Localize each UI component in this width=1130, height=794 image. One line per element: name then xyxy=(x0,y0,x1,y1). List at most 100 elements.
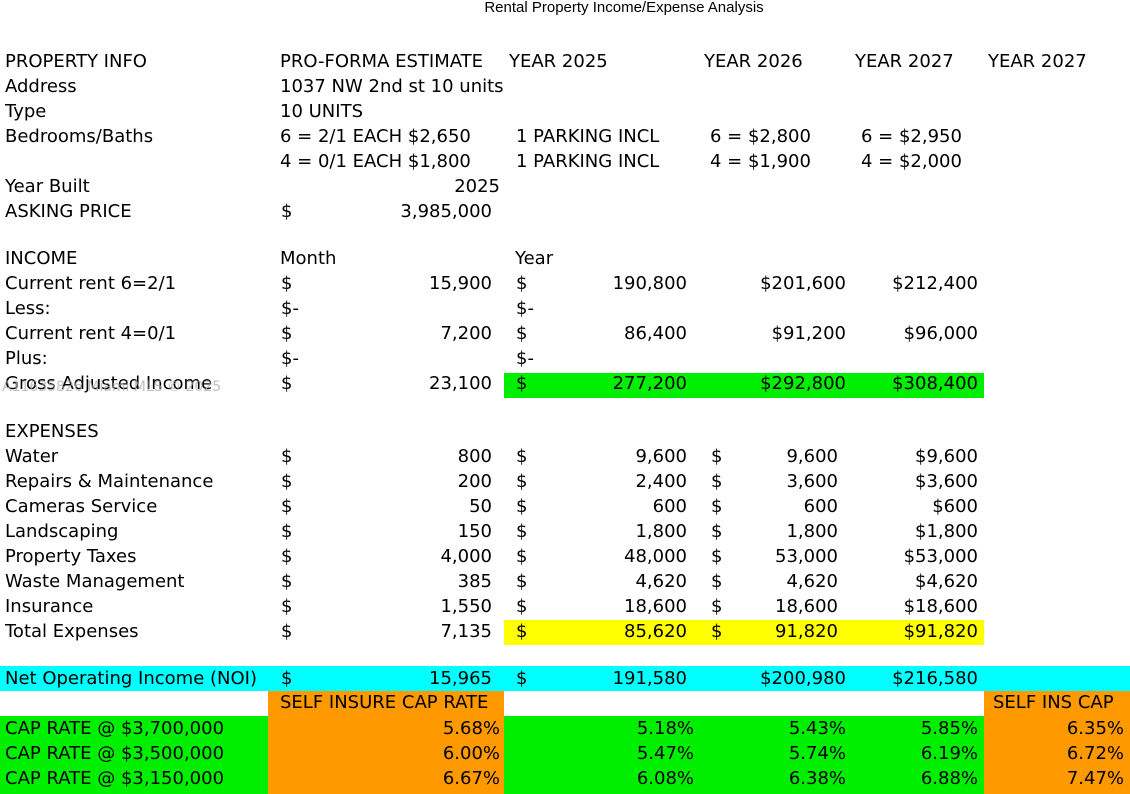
unit1-proforma: 6 = 2/1 EACH $2,650 xyxy=(280,126,471,147)
noi-year-dollar: $ xyxy=(516,668,528,689)
gross-income-year: 277,200 xyxy=(612,373,687,394)
noi-month: 15,965 xyxy=(429,668,492,689)
income-row-year: 86,400 xyxy=(624,323,687,344)
cap-rate-2025: 5.18% xyxy=(636,718,694,739)
expense-row-month-dollar: $ xyxy=(281,471,293,492)
cap-rate-label: CAP RATE @ $3,500,000 xyxy=(5,743,225,764)
income-row-2026: $91,200 xyxy=(771,323,846,344)
unit1-2026: 6 = $2,800 xyxy=(710,126,811,147)
expense-row-2027: $1,800 xyxy=(915,521,978,542)
expense-row-year-dollar: $ xyxy=(516,496,528,517)
expense-row-month-dollar: $ xyxy=(281,496,293,517)
year-built-label: Year Built xyxy=(5,176,90,197)
cap-rate-label: CAP RATE @ $3,150,000 xyxy=(5,768,225,789)
cap-rate-self: 6.00% xyxy=(442,743,500,764)
total-expenses-month: 7,135 xyxy=(440,621,492,642)
income-row-month-dollar: $- xyxy=(281,348,299,369)
gross-income-2027: $308,400 xyxy=(892,373,978,394)
income-row-2026: $201,600 xyxy=(760,273,846,294)
expense-row-year: 18,600 xyxy=(624,596,687,617)
cap-rate-self: 6.67% xyxy=(442,768,500,789)
expense-row-2027: $9,600 xyxy=(915,446,978,467)
asking-price-label: ASKING PRICE xyxy=(5,201,132,222)
expense-row-2026: 4,620 xyxy=(786,571,838,592)
income-row-month: 15,900 xyxy=(429,273,492,294)
expense-row-year: 2,400 xyxy=(635,471,687,492)
cap-rate-2026: 5.43% xyxy=(788,718,846,739)
total-expenses-year-dollar: $ xyxy=(516,621,528,642)
expense-row-month: 385 xyxy=(457,571,492,592)
expense-row-2026: 9,600 xyxy=(786,446,838,467)
expense-row-year-dollar: $ xyxy=(516,446,528,467)
income-row-year-dollar: $ xyxy=(516,273,528,294)
bedrooms-label: Bedrooms/Baths xyxy=(5,126,154,147)
income-month-header: Month xyxy=(280,248,337,269)
year-2026-header: YEAR 2026 xyxy=(704,51,803,72)
income-row-2027: $212,400 xyxy=(892,273,978,294)
gross-income-month: 23,100 xyxy=(429,373,492,394)
expense-row-month: 50 xyxy=(469,496,492,517)
noi-2027: $216,580 xyxy=(892,668,978,689)
expense-row-2026: 3,600 xyxy=(786,471,838,492)
gross-income-month-dollar: $ xyxy=(281,373,293,394)
address-label: Address xyxy=(5,76,77,97)
unit2-2026: 4 = $1,900 xyxy=(710,151,811,172)
cap-rate-2027: 6.19% xyxy=(920,743,978,764)
type-label: Type xyxy=(5,101,47,122)
income-row-year: 190,800 xyxy=(612,273,687,294)
expense-row-month: 4,000 xyxy=(440,546,492,567)
expense-row-year: 48,000 xyxy=(624,546,687,567)
cap-rate-2025: 5.47% xyxy=(636,743,694,764)
expense-row-2026: 53,000 xyxy=(775,546,838,567)
noi-month-dollar: $ xyxy=(281,668,293,689)
unit2-2025: 1 PARKING INCL xyxy=(516,151,660,172)
expense-row-label: Cameras Service xyxy=(5,496,158,517)
income-row-label: Less: xyxy=(5,298,51,319)
expense-row-month-dollar: $ xyxy=(281,546,293,567)
income-row-month-dollar: $ xyxy=(281,273,293,294)
expense-row-label: Landscaping xyxy=(5,521,119,542)
cap-rate-self-2: 7.47% xyxy=(1066,768,1124,789)
unit2-2027: 4 = $2,000 xyxy=(861,151,962,172)
expense-row-2026: 18,600 xyxy=(775,596,838,617)
total-expenses-2026: 91,820 xyxy=(775,621,838,642)
expense-row-2026-dollar: $ xyxy=(711,521,723,542)
income-row-month-dollar: $ xyxy=(281,323,293,344)
expense-row-month: 150 xyxy=(457,521,492,542)
income-row-month: 7,200 xyxy=(440,323,492,344)
expense-row-2027: $18,600 xyxy=(903,596,978,617)
expense-row-label: Insurance xyxy=(5,596,94,617)
expense-row-month: 800 xyxy=(457,446,492,467)
expense-row-year: 9,600 xyxy=(635,446,687,467)
type-value: 10 UNITS xyxy=(280,101,363,122)
self-insure-cap-header: SELF INSURE CAP RATE xyxy=(280,692,489,713)
expense-row-2026: 600 xyxy=(803,496,838,517)
expense-row-year: 600 xyxy=(652,496,687,517)
mls-watermark: A11635826 Miami MLS © 2025 xyxy=(2,379,222,395)
page-title: Rental Property Income/Expense Analysis xyxy=(484,0,764,16)
cap-green-middle xyxy=(504,716,984,794)
income-row-year-dollar: $ xyxy=(516,323,528,344)
total-expenses-2026-dollar: $ xyxy=(711,621,723,642)
expense-row-2026: 1,800 xyxy=(786,521,838,542)
expense-row-month: 200 xyxy=(457,471,492,492)
self-ins-cap-header: SELF INS CAP xyxy=(993,692,1114,713)
total-expenses-2027: $91,820 xyxy=(903,621,978,642)
cap-rate-self: 5.68% xyxy=(442,718,500,739)
cap-rate-2027: 5.85% xyxy=(920,718,978,739)
income-row-year-dollar: $- xyxy=(516,298,534,319)
unit2-proforma: 4 = 0/1 EACH $1,800 xyxy=(280,151,471,172)
cap-rate-2026: 5.74% xyxy=(788,743,846,764)
gross-income-label: Gross Adjusted Income xyxy=(5,373,213,394)
noi-year: 191,580 xyxy=(612,668,687,689)
expense-row-label: Waste Management xyxy=(5,571,185,592)
expense-row-year: 1,800 xyxy=(635,521,687,542)
income-year-header: Year xyxy=(515,248,554,269)
income-row-2027: $96,000 xyxy=(903,323,978,344)
asking-price-value: 3,985,000 xyxy=(400,201,492,222)
unit1-2027: 6 = $2,950 xyxy=(861,126,962,147)
expense-row-year: 4,620 xyxy=(635,571,687,592)
cap-orange-right xyxy=(984,691,1130,794)
year-built-value: 2025 xyxy=(454,176,500,197)
cap-rate-label: CAP RATE @ $3,700,000 xyxy=(5,718,225,739)
